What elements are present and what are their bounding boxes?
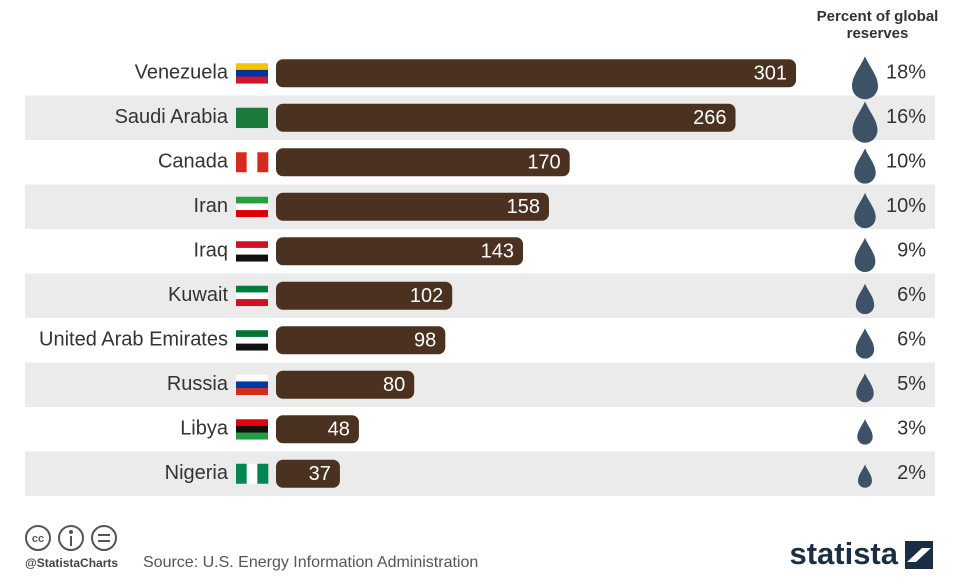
share-label: 6%	[897, 329, 926, 351]
category-label: Nigeria	[165, 462, 229, 484]
svg-text:cc: cc	[32, 533, 44, 545]
value-label: 37	[309, 463, 331, 485]
flag	[236, 330, 268, 338]
flag	[236, 241, 268, 249]
share-drop	[854, 192, 876, 229]
share-label: 10%	[886, 195, 926, 217]
bar	[276, 281, 453, 310]
flag	[236, 343, 268, 351]
bar	[276, 192, 549, 221]
flag	[236, 114, 268, 122]
flag	[236, 152, 247, 173]
flag	[236, 254, 268, 262]
flag	[246, 152, 258, 173]
share-drop	[855, 328, 875, 359]
share-label: 10%	[886, 151, 926, 173]
share-drop	[855, 283, 875, 315]
category-label: Iraq	[194, 240, 228, 262]
flag	[236, 292, 268, 300]
share-drop	[857, 419, 873, 445]
bar	[276, 148, 570, 177]
category-label: United Arab Emirates	[39, 329, 228, 351]
cc-icons: cc	[25, 525, 117, 551]
category-label: Kuwait	[168, 284, 228, 306]
category-label: Saudi Arabia	[115, 106, 229, 128]
flag	[236, 381, 268, 389]
bar	[276, 370, 415, 399]
value-label: 98	[414, 330, 436, 352]
flag	[236, 203, 268, 211]
flag	[236, 76, 268, 84]
share-label: 18%	[886, 62, 926, 84]
flag	[236, 285, 268, 293]
share-label: 2%	[897, 462, 926, 484]
flag	[236, 463, 247, 484]
share-drop	[854, 237, 876, 272]
value-label: 143	[481, 241, 514, 263]
row-band	[25, 362, 935, 407]
share-label: 3%	[897, 418, 926, 440]
flag	[246, 463, 258, 484]
category-label: Russia	[167, 373, 229, 395]
bar	[276, 415, 359, 444]
category-label: Iran	[194, 195, 228, 217]
value-label: 102	[410, 285, 443, 307]
value-label: 158	[507, 196, 540, 218]
flag	[236, 388, 268, 396]
flag	[236, 121, 268, 129]
flag	[257, 463, 269, 484]
brand: statista	[789, 536, 898, 571]
share-title: Percent of global reserves	[816, 8, 939, 42]
flag	[236, 196, 268, 204]
value-label: 301	[754, 63, 787, 85]
value-label: 48	[328, 419, 350, 441]
share-label: 9%	[897, 240, 926, 262]
flag	[236, 107, 268, 115]
bar	[276, 326, 446, 355]
flag	[236, 419, 268, 427]
value-label: 266	[693, 107, 726, 129]
share-drop	[854, 148, 876, 184]
share-drop	[856, 373, 874, 403]
bar	[276, 59, 796, 88]
share-drop	[852, 101, 878, 143]
bar	[276, 459, 340, 488]
flag	[236, 247, 268, 255]
category-label: Libya	[180, 418, 229, 440]
flag	[236, 63, 268, 71]
share-drop	[852, 56, 878, 100]
row-band	[25, 451, 935, 496]
flag	[236, 432, 268, 440]
flag	[236, 336, 268, 344]
row-band	[25, 273, 935, 318]
flag	[236, 69, 268, 77]
share-label: 5%	[897, 373, 926, 395]
flag	[236, 210, 268, 218]
category-label: Venezuela	[135, 62, 229, 84]
source: Source: U.S. Energy Information Administ…	[143, 554, 478, 571]
value-label: 80	[383, 374, 405, 396]
flag	[236, 425, 268, 433]
flag	[236, 299, 268, 307]
share-drop	[858, 464, 872, 488]
value-label: 170	[527, 152, 560, 174]
bar	[276, 237, 524, 266]
flag	[236, 374, 268, 382]
share-label: 16%	[886, 106, 926, 128]
brand-icon	[905, 541, 933, 569]
category-label: Canada	[158, 151, 229, 173]
flag	[257, 152, 269, 173]
bar	[276, 103, 736, 132]
credit: @StatistaCharts	[25, 556, 118, 570]
share-label: 6%	[897, 284, 926, 306]
